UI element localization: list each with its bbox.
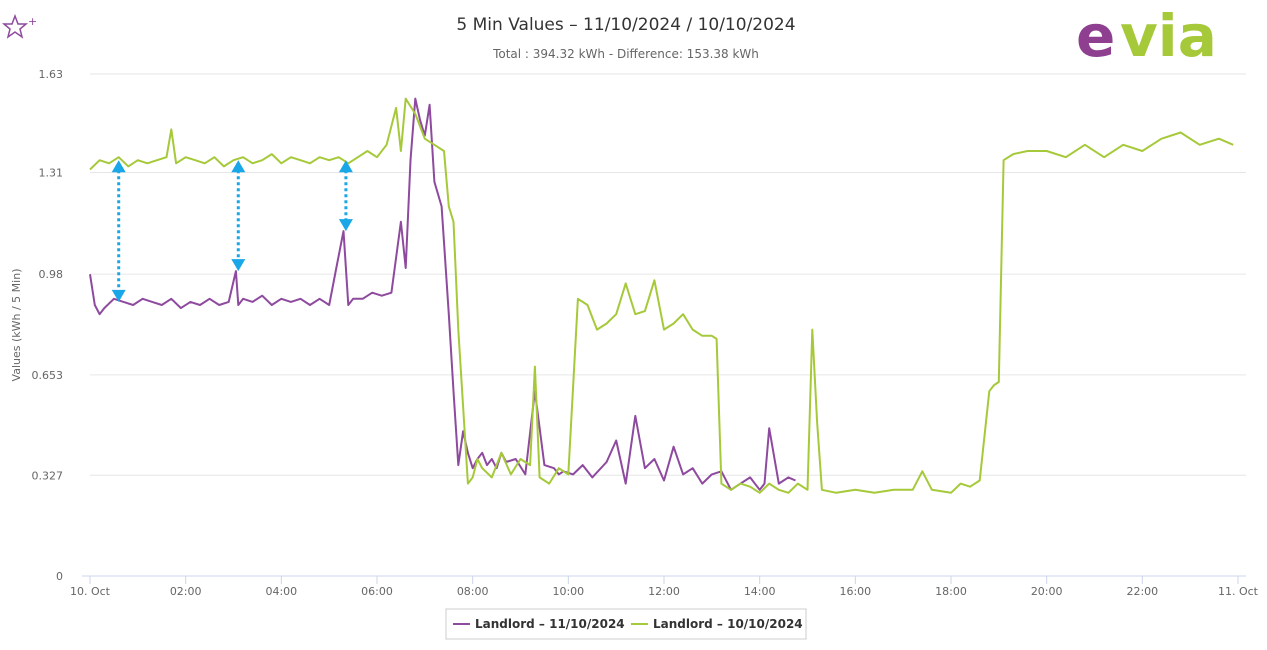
x-tick-label: 18:00 <box>935 585 967 598</box>
grid-lines <box>90 73 1246 577</box>
y-tick-label: 1.31 <box>39 167 64 180</box>
double-arrow-annotation <box>111 160 126 302</box>
x-tick-label: 16:00 <box>839 585 871 598</box>
svg-text:+: + <box>28 15 37 28</box>
series-lines <box>89 97 1234 494</box>
y-tick-label: 1.63 <box>39 68 64 81</box>
y-axis-label: Values (kWh / 5 Min) <box>10 269 23 382</box>
y-tick-label: 0.653 <box>32 369 64 382</box>
y-tick-label: 0.98 <box>39 268 64 281</box>
x-tick-label: 04:00 <box>265 585 297 598</box>
double-arrow-annotation <box>231 160 246 272</box>
series-line-2[interactable] <box>89 97 1234 494</box>
x-axis: 10. Oct 02:00 04:00 06:00 08:00 10:00 12:00 14:… <box>70 575 1259 598</box>
evia-logo: e via <box>1076 2 1217 70</box>
x-tick-label: 20:00 <box>1031 585 1063 598</box>
y-tick-label: 0 <box>56 570 63 583</box>
legend-label-1[interactable]: Landlord – 11/10/2024 <box>475 617 625 631</box>
x-tick-label: 02:00 <box>170 585 202 598</box>
x-tick-label: 12:00 <box>648 585 680 598</box>
legend[interactable]: Landlord – 11/10/2024 Landlord – 10/10/2… <box>445 608 807 640</box>
x-tick-label: 14:00 <box>744 585 776 598</box>
chart-subtitle: Total : 394.32 kWh - Difference: 153.38 … <box>492 47 759 61</box>
annotation-arrows <box>111 160 353 302</box>
x-tick-label: 22:00 <box>1126 585 1158 598</box>
star-plus-icon[interactable]: + <box>1 13 37 39</box>
x-tick-label: 10:00 <box>552 585 584 598</box>
x-tick-label: 10. Oct <box>70 585 111 598</box>
y-tick-label: 0.327 <box>32 469 64 482</box>
double-arrow-annotation <box>338 160 353 232</box>
x-tick-label: 11. Oct <box>1218 585 1259 598</box>
legend-label-2[interactable]: Landlord – 10/10/2024 <box>653 617 803 631</box>
y-axis-ticks: 0 0.327 0.653 0.98 1.31 1.63 <box>32 68 64 583</box>
logo-e: e <box>1076 2 1115 70</box>
x-tick-label: 06:00 <box>361 585 393 598</box>
logo-via: via <box>1120 2 1217 70</box>
x-tick-label: 08:00 <box>457 585 489 598</box>
series-line-1[interactable] <box>89 97 796 491</box>
chart-title: 5 Min Values – 11/10/2024 / 10/10/2024 <box>456 15 795 35</box>
